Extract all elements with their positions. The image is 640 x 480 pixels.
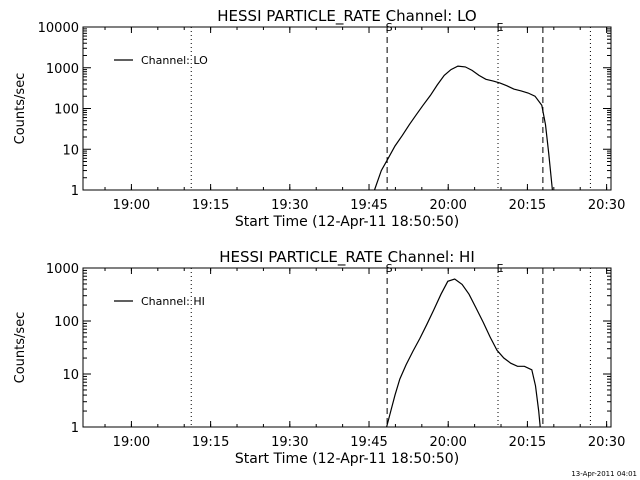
chart-hi-xtick-label-0: 19:00 (113, 435, 150, 450)
chart-lo-marker-label-2: E (497, 21, 504, 34)
chart-hi-marker-label-1: S (386, 262, 393, 275)
chart-hi-title: HESSI PARTICLE_RATE Channel: HI (219, 248, 475, 267)
chart-lo-frame (82, 26, 612, 191)
chart-hi-xtick-label-2: 19:30 (271, 435, 308, 450)
chart-lo-ytick-label-4: 10000 (38, 21, 79, 36)
chart-lo-xtick-label-3: 19:45 (350, 198, 387, 213)
chart-lo-title: HESSI PARTICLE_RATE Channel: LO (217, 7, 476, 26)
chart-lo-marker-label-1: S (386, 21, 393, 34)
chart-hi: HESSI PARTICLE_RATE Channel: HI 19:00 19:1… (13, 248, 625, 467)
footer-timestamp: 13-Apr-2011 04:01 (571, 470, 637, 478)
chart-lo-xtick-label-0: 19:00 (113, 198, 150, 213)
chart-lo-ytick-label-3: 1000 (46, 62, 79, 77)
chart-lo-xtick-label-5: 20:15 (509, 198, 546, 213)
chart-lo-ytick-label-2: 100 (54, 103, 79, 118)
chart-hi-xtick-label-1: 19:15 (192, 435, 229, 450)
chart-hi-ylabel: Counts/sec (13, 312, 28, 384)
chart-lo-xlabel: Start Time (12-Apr-11 18:50:50) (235, 214, 459, 230)
chart-lo-xtick-label-1: 19:15 (192, 198, 229, 213)
chart-hi-ytick-label-1: 10 (62, 368, 79, 383)
chart-hi-xtick-label-5: 20:15 (509, 435, 546, 450)
chart-lo-ytick-label-1: 10 (62, 143, 79, 158)
chart-hi-series-line-0 (386, 278, 541, 428)
chart-lo-series-line-0 (373, 65, 553, 191)
chart-hi-legend-label: Channel: HI (141, 295, 205, 308)
chart-lo-ytick-label-0: 1 (71, 184, 79, 199)
chart-hi-xtick-label-6: 20:30 (588, 435, 625, 450)
chart-lo-xtick-label-4: 20:00 (429, 198, 466, 213)
chart-lo: HESSI PARTICLE_RATE Channel: LO 19:00 19:1… (13, 7, 625, 230)
chart-hi-xtick-label-3: 19:45 (350, 435, 387, 450)
chart-lo-legend-label: Channel: LO (141, 54, 208, 67)
chart-hi-ytick-label-2: 100 (54, 315, 79, 330)
chart-hi-frame (82, 267, 612, 428)
chart-hi-marker-label-2: E (497, 262, 504, 275)
chart-hi-ytick-label-0: 1 (71, 421, 79, 436)
chart-lo-xtick-label-6: 20:30 (588, 198, 625, 213)
chart-hi-ytick-label-3: 1000 (46, 262, 79, 277)
chart-hi-xlabel: Start Time (12-Apr-11 18:50:50) (235, 451, 459, 467)
chart-hi-xtick-label-4: 20:00 (429, 435, 466, 450)
chart-lo-xtick-label-2: 19:30 (271, 198, 308, 213)
chart-lo-ylabel: Counts/sec (13, 73, 28, 145)
